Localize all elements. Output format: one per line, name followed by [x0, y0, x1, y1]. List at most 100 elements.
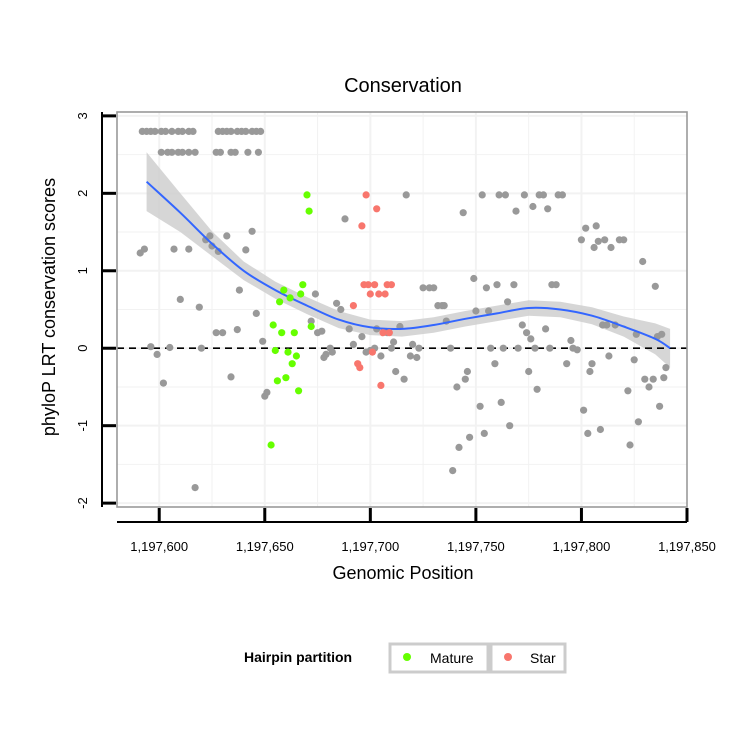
other-point — [485, 307, 493, 315]
other-point — [377, 352, 385, 360]
other-point — [216, 148, 224, 156]
other-point — [624, 387, 632, 395]
confidence-ribbon — [146, 152, 671, 368]
other-point — [257, 127, 265, 135]
other-point — [227, 127, 235, 135]
other-point — [592, 222, 600, 230]
other-point — [455, 443, 463, 451]
other-point — [520, 191, 529, 199]
other-point — [358, 333, 366, 341]
star-point — [356, 364, 364, 372]
other-point — [197, 344, 205, 352]
other-point — [577, 236, 586, 244]
other-point — [493, 281, 501, 289]
other-point — [596, 425, 605, 434]
other-point — [504, 298, 512, 306]
other-point — [662, 364, 670, 372]
star-points-series — [349, 191, 395, 389]
other-point — [658, 330, 666, 338]
x-tick-label: 1,197,700 — [341, 539, 399, 554]
chart-title: Conservation — [344, 75, 462, 97]
other-point — [495, 191, 503, 199]
other-points-series — [136, 127, 670, 492]
mature-point — [276, 298, 284, 306]
other-point — [206, 232, 214, 240]
other-point — [176, 295, 184, 303]
other-point — [461, 375, 469, 383]
x-tick-label: 1,197,600 — [130, 539, 188, 554]
x-axis: 1,197,600 1,197,650 1,197,700 1,197,750 1,19… — [117, 508, 716, 554]
other-point — [466, 433, 474, 441]
other-point — [651, 282, 659, 290]
other-point — [573, 346, 581, 354]
mature-point — [284, 348, 292, 356]
other-point — [233, 326, 241, 334]
other-point — [328, 348, 336, 356]
other-point — [584, 429, 592, 437]
other-point — [480, 429, 488, 437]
other-point — [558, 191, 567, 199]
other-point — [307, 317, 315, 325]
other-point — [546, 344, 554, 352]
y-tick-label: -1 — [75, 420, 90, 432]
mature-point — [297, 290, 305, 298]
other-point — [140, 245, 148, 253]
other-point — [656, 402, 664, 410]
other-point — [402, 191, 410, 199]
other-point — [231, 148, 239, 156]
y-tick-label: 2 — [75, 190, 90, 197]
other-point — [459, 209, 467, 217]
mature-point — [290, 329, 298, 337]
other-point — [178, 127, 186, 135]
x-axis-label: Genomic Position — [332, 563, 473, 583]
other-point — [603, 321, 611, 329]
other-point — [476, 402, 484, 410]
other-point — [449, 467, 457, 475]
other-point — [409, 340, 417, 348]
mature-point — [273, 377, 281, 385]
star-point — [387, 281, 395, 289]
other-point — [318, 327, 326, 335]
star-point — [364, 281, 372, 289]
star-point — [366, 290, 374, 298]
mature-point — [305, 207, 313, 215]
star-point — [373, 205, 381, 213]
other-point — [527, 335, 535, 343]
other-point — [531, 344, 539, 352]
other-point — [501, 191, 509, 199]
other-point — [159, 379, 167, 387]
other-point — [185, 245, 193, 253]
mature-point — [303, 191, 311, 199]
other-point — [634, 418, 643, 426]
other-point — [463, 367, 471, 376]
other-point — [151, 127, 159, 135]
other-point — [491, 360, 499, 368]
x-tick-label: 1,197,800 — [553, 539, 611, 554]
star-point — [375, 290, 383, 298]
other-point — [345, 325, 353, 333]
other-point — [649, 375, 657, 383]
other-point — [244, 148, 252, 156]
star-point — [371, 281, 379, 289]
other-point — [392, 367, 400, 376]
y-tick-label: 3 — [75, 112, 90, 119]
legend-title: Hairpin partition — [244, 649, 352, 665]
other-point — [157, 148, 165, 156]
other-point — [523, 329, 531, 337]
other-point — [544, 205, 552, 213]
other-point — [542, 325, 550, 333]
other-point — [406, 352, 414, 360]
other-point — [639, 257, 647, 266]
other-point — [242, 127, 250, 135]
x-tick-label: 1,197,650 — [236, 539, 294, 554]
other-point — [506, 422, 514, 430]
other-point — [223, 232, 231, 240]
other-point — [242, 246, 250, 254]
other-point — [605, 352, 613, 360]
mature-point — [286, 294, 294, 302]
mature-point — [269, 321, 277, 329]
mature-point — [282, 374, 290, 382]
other-point — [178, 148, 186, 156]
other-point — [478, 191, 486, 199]
other-point — [499, 344, 507, 352]
